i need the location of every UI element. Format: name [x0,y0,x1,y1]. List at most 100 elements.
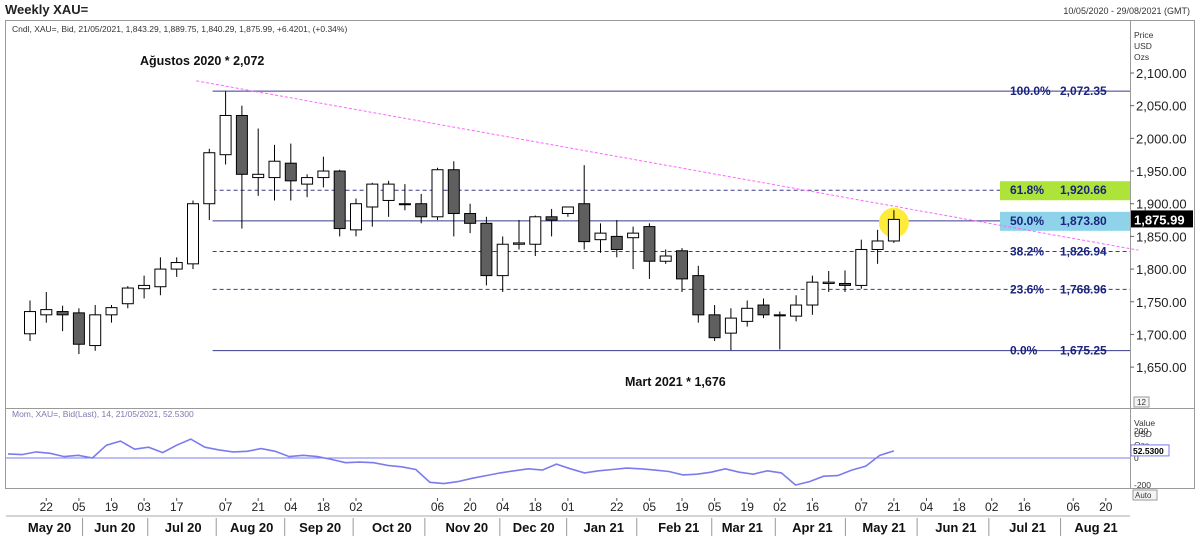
candle [40,291,53,323]
candle [284,143,297,201]
trendline-layer [196,80,1139,251]
candle-body [398,203,411,206]
candle [72,308,85,355]
month-label: Jul 21 [1009,520,1046,535]
fib-highlight-box [1000,211,1130,231]
candle [773,311,786,350]
candle-body [284,162,297,182]
month-label: Jan 21 [584,520,624,535]
week-tick-label: 21 [887,500,901,514]
axis-title-line: USD [1134,429,1152,439]
candle-body [431,169,444,218]
month-label: Aug 21 [1074,520,1117,535]
candle [398,184,411,211]
month-label: Jun 20 [94,520,135,535]
week-tick-label: 07 [855,500,869,514]
price-tick-label: 1,800.00 [1136,262,1187,277]
candle-body [154,268,167,288]
candle [350,198,362,237]
price-axis-title: Price USD Ozs [1134,30,1156,62]
momentum-tick-label: 0 [1134,453,1139,463]
axis-title-line: Value [1134,418,1155,428]
momentum-series: 200 0 -200 [6,426,1151,490]
main-info-line: Cndl, XAU=, Bid, 21/05/2021, 1,843.29, 1… [12,24,347,34]
candle-body [887,218,900,242]
scale-button[interactable]: 12 [1133,396,1150,408]
week-tick-label: 03 [137,500,151,514]
candle-body [545,216,558,221]
candle-body [56,311,69,316]
week-tick-label: 22 [40,500,54,514]
title-bar: Weekly XAU= 10/05/2020 - 29/08/2021 (GMT… [0,0,1200,20]
candle [806,275,819,315]
candle-body [871,240,884,250]
month-label: Jul 20 [165,520,202,535]
candle [708,305,721,341]
week-tick-label: 05 [72,500,86,514]
auto-button[interactable]: Auto [1132,489,1158,501]
candle [855,239,868,289]
candle [594,223,607,253]
candle-body [627,232,640,239]
candle [871,229,884,264]
fib-value-label: 2,072.35 [1060,84,1107,98]
last-momentum-marker: 52.5300 [1130,444,1170,457]
window-title: Weekly XAU= [5,2,89,17]
candle-body [40,309,53,316]
month-label: Jun 21 [935,520,976,535]
candle-body [855,248,868,286]
candle-body [708,314,721,339]
week-tick-label: 06 [431,500,445,514]
candle-body [89,314,102,347]
candle [627,226,640,270]
candle-body [366,183,379,208]
trendline[interactable] [196,80,1139,251]
week-tick-label: 18 [952,500,966,514]
price-tick-label: 1,700.00 [1136,327,1187,342]
month-label: Dec 20 [513,520,555,535]
fib-value-label: 1,768.96 [1060,282,1107,296]
candle [154,257,167,296]
week-tick-label: 02 [773,500,787,514]
candle [187,200,199,270]
candle [464,203,477,234]
date-range: 10/05/2020 - 29/08/2021 (GMT) [1063,6,1190,16]
candle [447,161,460,237]
candle [89,305,102,351]
candle [643,223,656,279]
fib-level-label: 100.0% [1010,84,1051,98]
candle-body [822,281,835,284]
week-tick-label: 19 [741,500,755,514]
candle-body [610,235,623,250]
candle [121,286,134,309]
axis-title-line: Ozs [1134,52,1149,62]
price-tick-label: 2,100.00 [1136,66,1187,81]
candle-body [594,232,607,241]
candle-body [24,311,36,335]
fib-value-label: 1,826.94 [1060,244,1107,258]
candle-body [676,250,688,280]
week-tick-label: 18 [529,500,543,514]
week-tick-label: 04 [284,500,298,514]
candle-body [692,275,705,316]
candle-body [578,203,591,243]
candle [887,210,900,243]
month-label: May 21 [862,520,905,535]
indicator-panel-frame [5,408,1195,489]
momentum-line [7,438,895,486]
week-tick-label: 05 [643,500,657,514]
candle [757,298,770,319]
candle [480,216,493,286]
candlestick-series [24,91,900,355]
candle [513,220,525,250]
candle-body [773,314,786,317]
candle [529,215,542,257]
candle-body [790,304,803,317]
candle [578,165,591,250]
fibonacci-retracement: 100.0% 2,072.35 61.8% 1,920.66 50.0% 1,873.80… [212,84,1130,358]
candle-body [203,152,216,205]
candle [333,169,346,237]
week-tick-label: 04 [920,500,934,514]
candle [496,236,509,292]
